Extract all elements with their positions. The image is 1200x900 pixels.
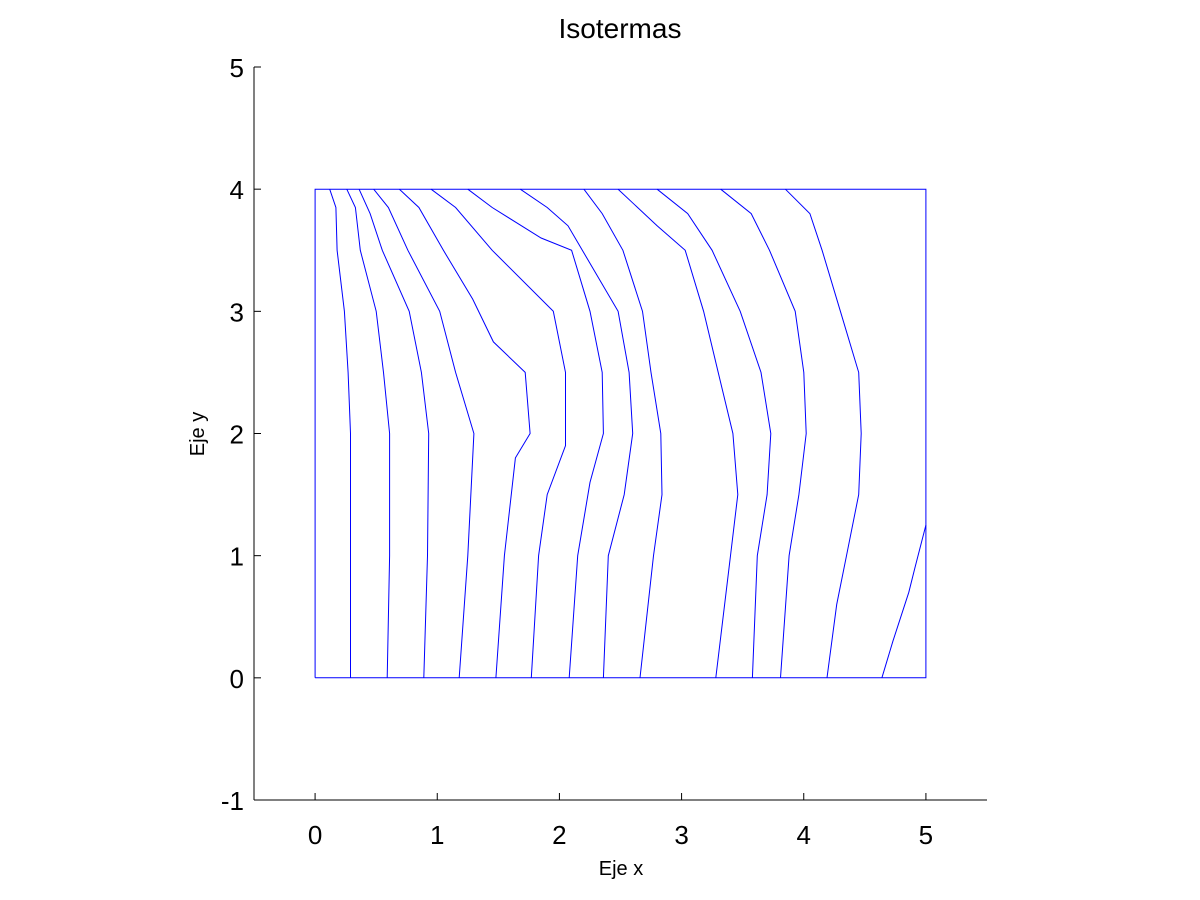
x-tick-label: 1 [430,820,444,850]
isotherm-line [583,188,663,678]
y-tick-label: 1 [230,542,244,572]
chart-title: Isotermas [559,13,682,44]
y-ticks: -1 0 1 2 3 4 5 [221,53,261,816]
isotherm-line [720,188,807,678]
x-tick-label: 2 [552,820,566,850]
x-tick-label: 5 [919,820,933,850]
y-tick-label: 4 [230,175,244,205]
x-axis-label: Eje x [599,858,643,880]
y-tick-label: 2 [230,420,244,450]
isotherm-line [358,188,430,678]
y-tick-label: 0 [230,664,244,694]
x-tick-label: 0 [308,820,322,850]
x-ticks: 0 1 2 3 4 5 [308,793,933,850]
y-tick-label: 3 [230,297,244,327]
isotherm-line [656,188,772,678]
isotherm-line [785,188,862,678]
isotherm-line [467,188,604,678]
isotherm-line [346,188,391,678]
y-axis-label: Eje y [187,412,209,456]
x-tick-label: 3 [674,820,688,850]
domain-boundary [314,188,927,679]
isotherm-line [881,524,927,678]
isotherm-line [520,188,634,678]
y-tick-label: 5 [230,53,244,83]
isotherm-lines [329,188,927,678]
isotherm-line [373,188,475,678]
isotherm-line [329,189,351,678]
isotherm-line [617,188,739,678]
isotherm-line [430,188,566,678]
x-tick-label: 4 [797,820,811,850]
axes [253,67,987,801]
isotherm-line [399,188,531,678]
y-tick-label: -1 [221,786,244,816]
